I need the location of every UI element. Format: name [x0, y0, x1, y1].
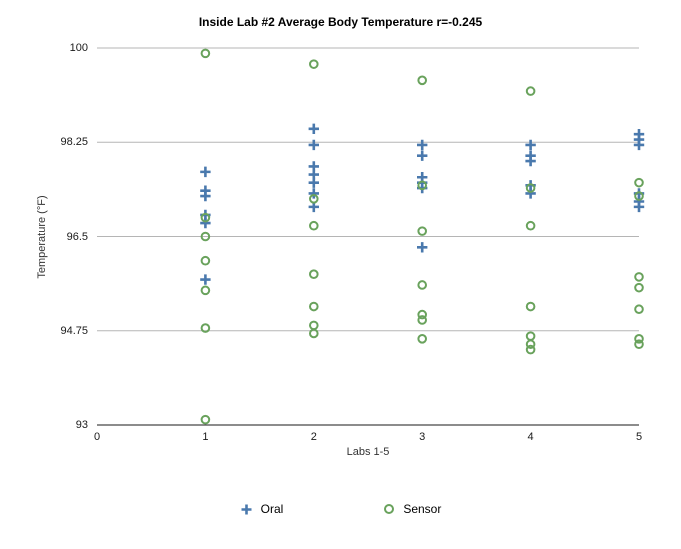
- x-tick-label: 0: [93, 431, 101, 443]
- oral-plus-marker: [525, 139, 536, 151]
- oral-plus-marker: [417, 150, 428, 161]
- legend: Oral Sensor: [0, 502, 681, 516]
- sensor-circle-marker: [200, 212, 211, 223]
- sensor-circle-icon: [384, 504, 395, 514]
- oral-plus-marker: [633, 201, 645, 213]
- x-tick-label: 2: [310, 431, 317, 443]
- sensor-circle-marker: [200, 48, 211, 59]
- sensor-circle-marker: [634, 191, 644, 201]
- legend-item-sensor: Sensor: [383, 502, 441, 516]
- sensor-circle-marker: [634, 272, 644, 282]
- sensor-circle-marker: [634, 177, 644, 188]
- oral-plus-marker: [525, 188, 536, 199]
- oral-plus-marker: [200, 190, 211, 202]
- sensor-circle-marker: [525, 339, 536, 350]
- sensor-circle-marker: [309, 269, 319, 280]
- oral-plus-marker: [200, 217, 211, 229]
- sensor-circle-marker: [417, 180, 428, 191]
- sensor-circle-marker: [200, 231, 211, 242]
- sensor-circle-marker: [309, 328, 319, 339]
- oral-plus-marker: [308, 188, 319, 199]
- chart-title: Inside Lab #2 Average Body Temperature r…: [198, 15, 483, 29]
- x-tick-label: 3: [419, 431, 426, 443]
- legend-label-oral: Oral: [260, 502, 284, 516]
- plot-area: [97, 47, 645, 426]
- y-tick-label: 94.75: [60, 324, 88, 337]
- sensor-circle-marker: [200, 255, 211, 266]
- sensor-circle-marker: [309, 320, 319, 331]
- oral-plus-marker: [200, 274, 211, 285]
- sensor-circle-marker: [417, 315, 428, 325]
- sensor-circle-marker: [309, 194, 319, 204]
- oral-plus-marker: [633, 139, 645, 151]
- sensor-circle-marker: [634, 282, 644, 293]
- sensor-circle-marker: [525, 344, 536, 355]
- sensor-circle-marker: [525, 331, 536, 341]
- sensor-circle-marker: [200, 414, 211, 425]
- sensor-circle-marker: [417, 280, 428, 290]
- sensor-circle-marker: [417, 226, 428, 236]
- sensor-circle-marker: [200, 323, 211, 333]
- sensor-circle-marker: [309, 301, 319, 312]
- oral-plus-marker: [308, 139, 319, 151]
- x-tick-label: 5: [635, 431, 643, 443]
- sensor-circle-marker: [417, 75, 428, 86]
- oral-plus-marker: [308, 123, 319, 134]
- y-tick-label: 100: [69, 42, 88, 54]
- sensor-circle-marker: [309, 220, 319, 231]
- oral-plus-icon: [241, 504, 252, 514]
- sensor-circle-marker: [525, 183, 536, 193]
- sensor-circle-marker: [417, 334, 428, 344]
- y-tick-label: 98.25: [60, 136, 88, 149]
- y-tick-label: 96.5: [66, 230, 88, 243]
- sensor-circle-marker: [634, 339, 644, 350]
- sensor-circle-marker: [525, 86, 536, 96]
- legend-label-sensor: Sensor: [403, 502, 442, 516]
- sensor-circle-marker: [634, 304, 644, 315]
- oral-plus-marker: [308, 177, 319, 188]
- oral-plus-marker: [200, 166, 211, 178]
- sensor-circle-marker: [200, 285, 211, 296]
- sensor-circle-marker: [525, 301, 536, 312]
- x-axis-title: Labs 1-5: [346, 446, 390, 458]
- y-tick-label: 93: [75, 419, 88, 431]
- oral-plus-marker: [417, 242, 428, 253]
- sensor-circle-marker: [634, 334, 644, 344]
- legend-item-oral: Oral: [240, 502, 284, 516]
- x-tick-label: 4: [527, 431, 534, 443]
- oral-plus-marker: [417, 139, 428, 151]
- sensor-circle-marker: [309, 59, 319, 69]
- x-tick-label: 1: [202, 431, 209, 443]
- sensor-circle-marker: [417, 309, 428, 320]
- oral-plus-marker: [525, 155, 536, 167]
- sensor-circle-marker: [525, 220, 536, 231]
